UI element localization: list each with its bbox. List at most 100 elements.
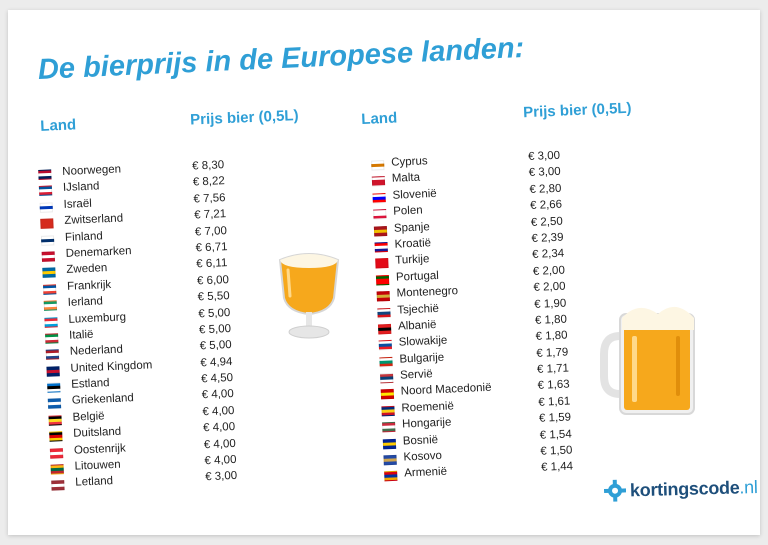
country-name: Spanje [393, 220, 430, 235]
flag-icon [382, 438, 397, 450]
beer-price: € 1,80 [535, 329, 568, 344]
beer-price: € 1,61 [538, 395, 571, 409]
flag-icon [376, 291, 390, 302]
beer-price: € 3,00 [528, 166, 561, 180]
beer-price: € 4,94 [200, 355, 233, 370]
header-country: Land [39, 116, 77, 135]
country-name: Noord Macedonië [400, 382, 492, 399]
logo-name: kortingscode [629, 476, 740, 500]
beer-price: € 7,00 [194, 224, 228, 239]
flag-icon [49, 431, 63, 442]
flag-icon [384, 471, 398, 482]
country-name: Frankrijk [66, 278, 112, 293]
beer-price: € 4,00 [202, 421, 236, 435]
beer-price: € 3,00 [204, 470, 238, 484]
flag-icon [377, 323, 392, 335]
country-name: Duitsland [73, 425, 122, 440]
beer-price: € 6,71 [195, 241, 228, 255]
beer-price: € 2,39 [531, 231, 564, 245]
beer-price: € 1,63 [537, 378, 570, 393]
beer-price: € 6,00 [196, 273, 230, 288]
flag-icon [42, 267, 56, 279]
flag-icon [47, 398, 62, 410]
beer-mug-icon [600, 306, 695, 415]
country-name: Armenië [403, 466, 448, 480]
beer-price: € 5,50 [197, 290, 230, 304]
flag-icon [48, 415, 62, 426]
flag-icon [38, 169, 52, 180]
country-name: Litouwen [74, 458, 121, 473]
flag-icon [375, 258, 389, 269]
country-name: Turkije [395, 253, 430, 268]
beer-price: € 1,90 [534, 297, 567, 311]
country-name: Polen [393, 204, 423, 218]
country-name: United Kingdom [70, 359, 153, 375]
flag-icon [49, 447, 64, 459]
flag-icon [45, 349, 60, 361]
beer-price: € 4,00 [201, 388, 234, 402]
flag-icon [371, 160, 385, 171]
country-name: Nederland [69, 343, 124, 359]
country-name: Servië [399, 368, 433, 382]
flag-icon [374, 241, 388, 253]
flag-icon [38, 185, 53, 197]
flag-icon [40, 234, 55, 246]
flag-icon [46, 365, 60, 377]
beer-price: € 2,34 [531, 247, 565, 262]
header-country: Land [361, 109, 398, 128]
flag-icon [47, 382, 61, 393]
beer-price: € 1,71 [536, 362, 570, 376]
beer-price: € 1,54 [539, 428, 572, 442]
beer-price: € 5,00 [198, 322, 232, 337]
flag-icon [50, 464, 64, 475]
beer-price: € 4,00 [202, 404, 235, 419]
logo-tld: .nl [739, 476, 758, 497]
header-price: Prijs bier (0,5L) [522, 99, 632, 122]
beer-price: € 6,11 [196, 257, 228, 271]
flag-icon [51, 480, 65, 492]
flag-icon [380, 389, 395, 400]
flag-icon [375, 274, 390, 286]
beer-glass-icon [278, 253, 340, 339]
beer-price: € 7,56 [193, 191, 226, 206]
flag-icon [373, 209, 387, 220]
beer-price: € 2,50 [530, 215, 564, 229]
country-name: Kroatië [394, 237, 432, 251]
country-name: Kosovo [403, 449, 443, 464]
flag-icon [383, 454, 397, 466]
header-price: Prijs bier (0,5L) [189, 107, 299, 129]
beer-price: € 5,00 [198, 306, 231, 320]
infographic: De bierprijs in de Europese landen: Land… [8, 10, 760, 535]
logo-text: kortingscode.nl [630, 476, 758, 500]
country-name: Bulgarije [399, 351, 445, 366]
country-name: Zweden [66, 262, 108, 277]
flag-icon [371, 176, 386, 187]
country-name: Albanië [397, 318, 437, 333]
country-name: Hongarije [401, 416, 452, 431]
country-name: Griekenland [71, 392, 135, 408]
country-name: Malta [391, 171, 421, 186]
flag-icon [380, 372, 394, 384]
beer-price: € 2,80 [529, 182, 562, 196]
flag-icon [40, 218, 54, 230]
flag-icon [41, 251, 56, 262]
country-name: Noorwegen [62, 163, 122, 178]
beer-price: € 1,79 [536, 346, 569, 360]
country-name: Finland [64, 229, 103, 244]
flag-icon [377, 307, 391, 318]
flag-icon [373, 225, 388, 237]
country-name: Oostenrijk [73, 442, 126, 457]
brand-logo: kortingscode.nl [603, 476, 758, 502]
beer-price: € 3,00 [527, 149, 561, 164]
country-name: Estland [70, 377, 110, 391]
country-name: Slovenië [392, 187, 437, 202]
country-name: Bosnië [402, 433, 439, 448]
country-name: Italië [68, 328, 94, 342]
country-name: Roemenië [401, 400, 455, 415]
country-name: België [72, 410, 105, 424]
country-name: Slowakije [398, 334, 448, 349]
flag-icon [381, 405, 395, 417]
beer-price: € 5,00 [199, 339, 232, 353]
page-title: De bierprijs in de Europese landen: [37, 31, 525, 86]
flag-icon [42, 284, 57, 295]
